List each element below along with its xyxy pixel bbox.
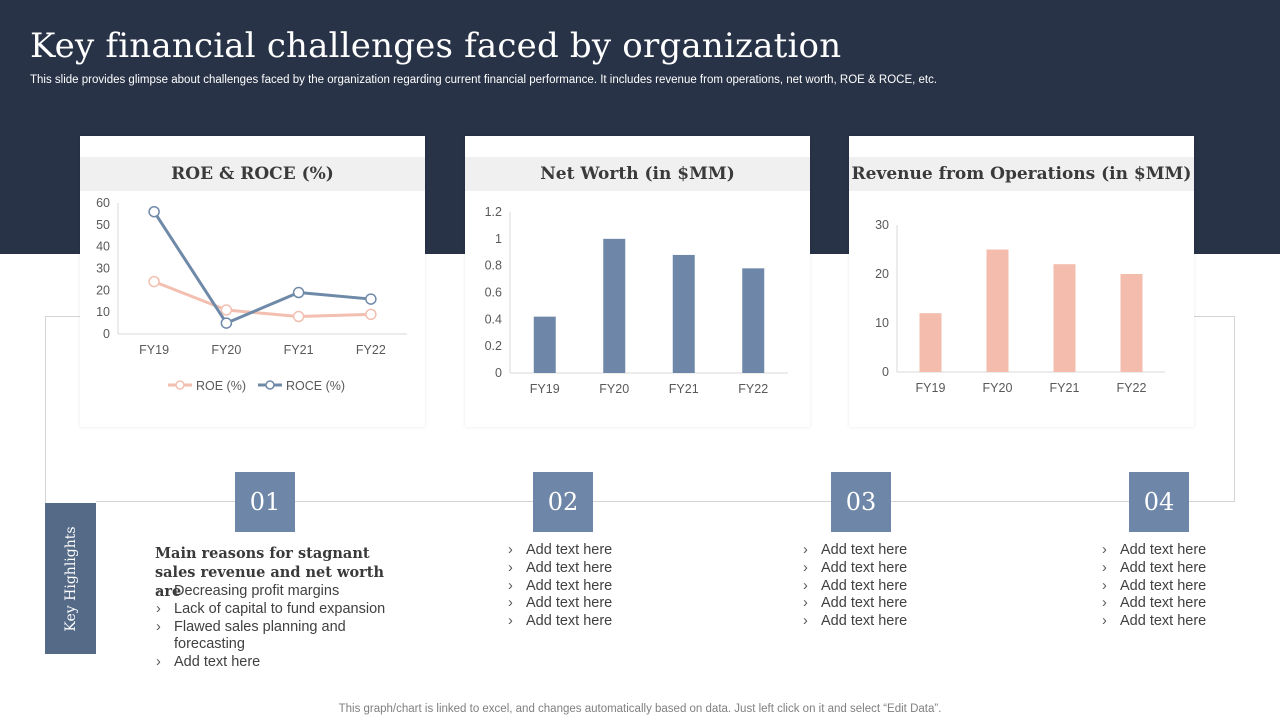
frame-line-left: [45, 316, 81, 504]
list-item: Add text here: [1102, 613, 1272, 631]
roe-roce-x-tick-label: FY22: [356, 343, 386, 357]
list-item: Add text here: [508, 613, 708, 631]
revenue-x-tick-label: FY22: [1117, 381, 1147, 395]
roce-data-point: [365, 293, 377, 305]
net-worth-x-tick-label: FY21: [669, 382, 699, 396]
list-item: Add text here: [156, 654, 406, 672]
net-worth-x-tick-label: FY22: [738, 382, 768, 396]
list-item: Flawed sales planning and forecasting: [156, 619, 346, 655]
net-worth-y-tick-label: 1: [495, 232, 502, 246]
revenue-y-tick-label: 10: [875, 316, 889, 330]
roe-data-point: [292, 310, 305, 323]
number-box-04: 04: [1129, 472, 1189, 532]
frame-line-right: [1194, 316, 1235, 502]
roe-legend-marker: [175, 380, 185, 390]
number-box-01: 01: [235, 472, 295, 532]
net-worth-chart-title: Net Worth (in $MM): [465, 157, 810, 191]
net-worth-bar: [672, 254, 695, 373]
key-highlights-label: Key Highlights: [62, 525, 79, 632]
roe-data-point: [365, 308, 377, 321]
net-worth-x-tick-label: FY20: [599, 382, 629, 396]
list-item: Add text here: [508, 542, 708, 560]
revenue-y-tick-label: 30: [875, 218, 889, 232]
list-item: Add text here: [508, 560, 708, 578]
highlight-2-list: Add text here Add text here Add text her…: [508, 542, 708, 631]
net-worth-y-tick-label: 0: [495, 366, 502, 380]
revenue-x-tick-label: FY19: [916, 381, 946, 395]
revenue-chart[interactable]: 0 10 20 30 FY19 FY20 FY21 FY22: [849, 191, 1194, 427]
roe-data-point: [148, 275, 160, 288]
list-item: Add text here: [508, 595, 708, 613]
roe-roce-x-tick-label: FY20: [211, 343, 241, 357]
net-worth-y-tick-label: 0.4: [485, 312, 502, 326]
roe-roce-chart-title: ROE & ROCE (%): [80, 157, 425, 191]
number-box-03: 03: [831, 472, 891, 532]
roce-data-point: [220, 317, 233, 329]
highlight-1-heading: Main reasons for stagnant sales revenue …: [155, 545, 385, 600]
roe-roce-card[interactable]: ROE & ROCE (%) 0 10 20 30 40 50 60 FY19 FY20 FY21…: [80, 136, 425, 427]
revenue-y-tick-label: 20: [875, 267, 889, 281]
revenue-bar: [1053, 264, 1076, 372]
roce-data-point: [148, 205, 160, 218]
list-item: Lack of capital to fund expansion: [156, 601, 406, 619]
list-item: Add text here: [803, 542, 1003, 560]
page-title: Key financial challenges faced by organi…: [30, 26, 842, 66]
roce-legend-label: ROCE (%): [286, 379, 345, 393]
highlight-3-list: Add text here Add text here Add text her…: [803, 542, 1003, 631]
revenue-bar: [1120, 274, 1143, 372]
list-item: Add text here: [1102, 578, 1272, 596]
roe-roce-y-tick-label: 40: [96, 240, 110, 254]
net-worth-bar: [742, 268, 765, 373]
revenue-x-tick-label: FY20: [983, 381, 1013, 395]
highlight-1-list: Decreasing profit margins Lack of capita…: [156, 583, 406, 672]
roe-data-point: [220, 304, 233, 316]
roe-roce-x-tick-label: FY19: [139, 343, 169, 357]
roce-legend-marker: [265, 380, 275, 390]
list-item: Add text here: [1102, 560, 1272, 578]
revenue-x-tick-label: FY21: [1050, 381, 1080, 395]
net-worth-bar: [603, 238, 626, 373]
net-worth-y-tick-label: 0.8: [485, 259, 502, 273]
revenue-chart-title: Revenue from Operations (in $MM): [849, 157, 1194, 191]
roe-roce-y-tick-label: 20: [96, 283, 110, 297]
net-worth-card[interactable]: Net Worth (in $MM) 0 0.2 0.4 0.6 0.8 1 1.2 FY19…: [465, 136, 810, 427]
list-item: Decreasing profit margins: [156, 583, 406, 601]
list-item: Add text here: [1102, 595, 1272, 613]
net-worth-chart[interactable]: 0 0.2 0.4 0.6 0.8 1 1.2 FY19 FY20 FY21 FY22: [465, 191, 810, 427]
net-worth-y-tick-label: 1.2: [485, 205, 502, 219]
net-worth-y-tick-label: 0.6: [485, 286, 502, 300]
page-subtitle: This slide provides glimpse about challe…: [30, 74, 938, 86]
list-item: Add text here: [803, 560, 1003, 578]
revenue-card[interactable]: Revenue from Operations (in $MM) 0 10 20 30…: [849, 136, 1194, 427]
roe-roce-y-tick-label: 30: [96, 262, 110, 276]
highlight-4-list: Add text here Add text here Add text her…: [1102, 542, 1272, 631]
net-worth-bar: [533, 316, 556, 373]
frame-line-middle: [96, 501, 1196, 502]
list-item: Add text here: [1102, 542, 1272, 560]
roce-data-point: [292, 286, 305, 299]
list-item: Add text here: [508, 578, 708, 596]
roe-roce-y-tick-label: 60: [96, 196, 110, 210]
roe-roce-y-tick-label: 10: [96, 305, 110, 319]
revenue-bar: [986, 249, 1009, 372]
revenue-bar: [919, 313, 942, 372]
roe-roce-chart[interactable]: 0 10 20 30 40 50 60 FY19 FY20 FY21 FY22 ROE (%) ROCE…: [80, 191, 425, 427]
list-item: Add text here: [803, 578, 1003, 596]
roe-roce-y-tick-label: 0: [103, 327, 110, 341]
roe-roce-y-tick-label: 50: [96, 218, 110, 232]
list-item: Add text here: [803, 595, 1003, 613]
number-box-02: 02: [533, 472, 593, 532]
roe-legend-label: ROE (%): [196, 379, 246, 393]
net-worth-x-tick-label: FY19: [530, 382, 560, 396]
key-highlights-box: Key Highlights: [45, 503, 96, 654]
roce-series-line: [152, 210, 372, 325]
roe-roce-x-tick-label: FY21: [284, 343, 314, 357]
roe-series-line: [153, 280, 371, 319]
revenue-y-tick-label: 0: [882, 365, 889, 379]
net-worth-y-tick-label: 0.2: [485, 339, 502, 353]
footer-note: This graph/chart is linked to excel, and…: [338, 703, 942, 715]
list-item: Add text here: [803, 613, 1003, 631]
